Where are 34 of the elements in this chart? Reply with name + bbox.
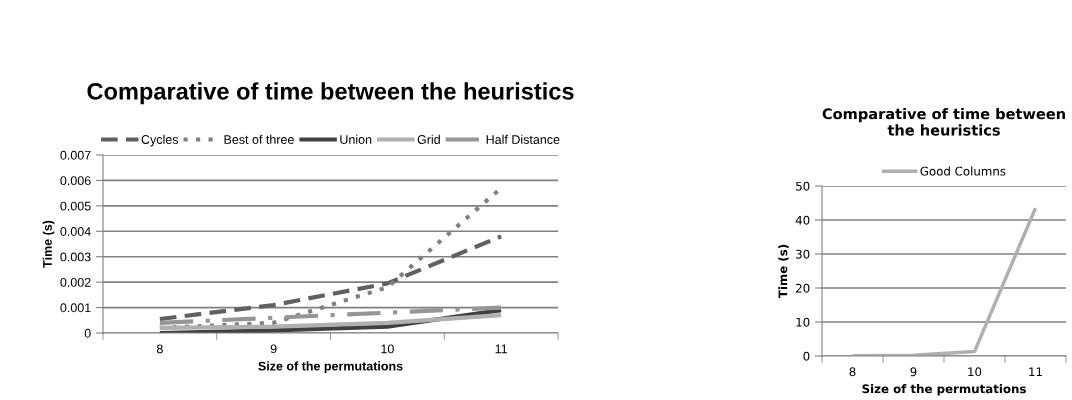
y-tick-label: 0 <box>803 351 810 361</box>
y-axis-title: Time (s) <box>42 220 55 268</box>
x-tick-label: 10 <box>381 344 394 354</box>
y-tick-label: 0.006 <box>60 176 91 186</box>
chart-title: Comparative of time between the heuristics <box>822 108 1065 136</box>
y-tick-label: 0.002 <box>60 277 91 287</box>
y-tick-label: 0.005 <box>60 201 91 211</box>
legend-label: Cycles <box>141 134 179 147</box>
x-tick-label: 11 <box>495 344 508 354</box>
legend-label: Half Distance <box>486 134 560 144</box>
x-axis-title: Size of the permutations <box>258 361 403 373</box>
y-axis-title: Time (s) <box>778 244 789 299</box>
chart-title: Comparative of time between the heuristics <box>87 82 574 105</box>
y-tick-label: 0.003 <box>60 252 91 262</box>
y-tick-label: 50 <box>796 181 810 191</box>
y-tick-label: 0.004 <box>60 227 91 236</box>
legend-label: Best of three <box>224 134 294 144</box>
x-tick-label: 9 <box>270 344 277 354</box>
legend-label: Grid <box>417 134 440 144</box>
y-tick-label: 0.001 <box>60 303 91 313</box>
y-tick-label: 0.007 <box>60 150 91 160</box>
y-tick-label: 30 <box>796 249 810 259</box>
x-tick-label: 9 <box>910 367 917 377</box>
legend-label: Union <box>340 134 372 144</box>
y-tick-label: 40 <box>795 215 810 225</box>
y-tick-label: 10 <box>796 317 810 327</box>
y-tick-label: 0 <box>84 328 91 338</box>
y-tick-label: 20 <box>796 283 810 293</box>
legend-label: Good Columns <box>920 166 1006 176</box>
x-tick-label: 10 <box>968 367 982 377</box>
x-tick-label: 11 <box>1029 367 1042 377</box>
x-tick-label: 8 <box>849 367 856 377</box>
x-axis-title: Size of the permutations <box>862 384 1026 396</box>
x-tick-label: 8 <box>156 344 163 354</box>
